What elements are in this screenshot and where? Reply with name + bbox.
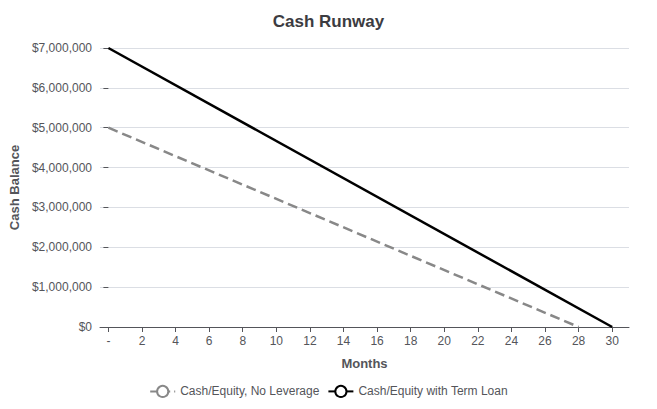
svg-text:-: - — [106, 334, 110, 348]
svg-text:18: 18 — [404, 334, 418, 348]
svg-text:10: 10 — [270, 334, 284, 348]
svg-text:6: 6 — [206, 334, 213, 348]
svg-text:$2,000,000: $2,000,000 — [32, 240, 92, 254]
svg-text:28: 28 — [572, 334, 586, 348]
svg-text:4: 4 — [172, 334, 179, 348]
svg-text:20: 20 — [438, 334, 452, 348]
svg-text:$0: $0 — [79, 320, 93, 334]
svg-text:2: 2 — [139, 334, 146, 348]
svg-text:14: 14 — [337, 334, 351, 348]
svg-text:22: 22 — [471, 334, 485, 348]
svg-text:Cash Runway: Cash Runway — [273, 12, 385, 31]
svg-text:Cash Balance: Cash Balance — [7, 145, 22, 230]
svg-text:$6,000,000: $6,000,000 — [32, 81, 92, 95]
svg-text:Months: Months — [341, 356, 387, 371]
svg-text:$7,000,000: $7,000,000 — [32, 41, 92, 55]
svg-text:$4,000,000: $4,000,000 — [32, 161, 92, 175]
svg-text:Cash/Equity, No Leverage: Cash/Equity, No Leverage — [180, 384, 320, 398]
svg-text:24: 24 — [505, 334, 519, 348]
svg-text:Cash/Equity with Term Loan: Cash/Equity with Term Loan — [358, 384, 507, 398]
svg-text:$3,000,000: $3,000,000 — [32, 200, 92, 214]
svg-text:$5,000,000: $5,000,000 — [32, 121, 92, 135]
svg-text:12: 12 — [303, 334, 317, 348]
svg-text:16: 16 — [370, 334, 384, 348]
svg-text:30: 30 — [606, 334, 620, 348]
svg-text:26: 26 — [538, 334, 552, 348]
svg-text:8: 8 — [239, 334, 246, 348]
svg-text:$1,000,000: $1,000,000 — [32, 280, 92, 294]
